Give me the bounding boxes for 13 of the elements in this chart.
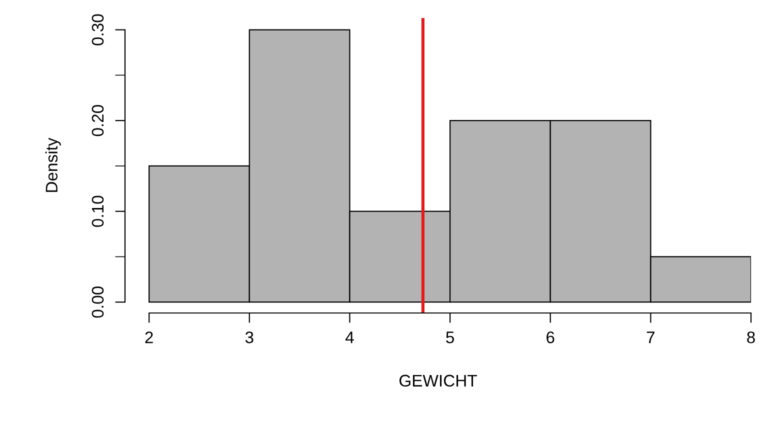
x-tick-label: 7	[646, 332, 654, 344]
x-tick-label: 4	[345, 332, 354, 344]
y-tick-label: 0.10	[92, 196, 104, 227]
x-tick-label: 5	[446, 332, 454, 344]
y-tick-label: 0.30	[92, 14, 104, 46]
x-tick-label: 3	[245, 331, 254, 344]
x-tick-label: 2	[145, 331, 153, 344]
y-tick-label: 0.20	[92, 105, 104, 136]
y-axis-title: Density	[45, 138, 61, 192]
x-tick-label: 8	[747, 331, 755, 344]
x-axis-title: GEWICHT	[399, 374, 477, 387]
x-tick-label: 6	[546, 331, 554, 344]
y-tick-label: 0.00	[92, 286, 104, 318]
